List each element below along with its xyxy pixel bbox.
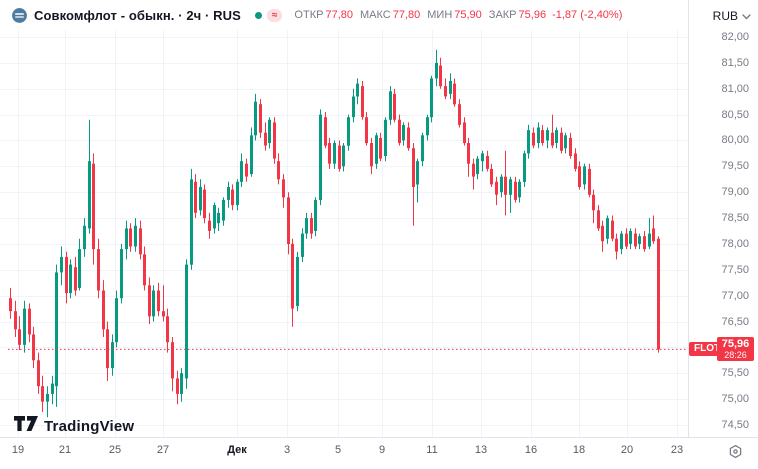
ohlc-values: ОТКР 77,80 МАКС 77,80 МИН 75,90 ЗАКР 75,…	[294, 9, 622, 21]
time-axis[interactable]: 19 21 25 27 Дек 3 5 9 11 13 16 18 20 23	[0, 438, 689, 469]
open-value: 77,80	[325, 9, 353, 21]
symbol-legend: Совкомфлот - обыкн. · 2ч · RUS ≈ ОТКР 77…	[12, 5, 622, 25]
time-axis-separator	[0, 437, 758, 438]
chevron-down-icon	[742, 7, 751, 25]
time-tick-label: 25	[108, 444, 122, 456]
time-tick-label: 27	[156, 444, 170, 456]
market-status-icon[interactable]	[254, 11, 262, 19]
symbol-title[interactable]: Совкомфлот - обыкн. · 2ч · RUS	[34, 7, 241, 23]
time-tick-label: 20	[620, 444, 634, 456]
currency-label: RUB	[712, 9, 738, 23]
time-tick-label: 5	[334, 444, 342, 456]
price-tick-label: 79,50	[721, 160, 749, 173]
price-tick-label: 82,00	[721, 31, 749, 43]
price-tick-label: 81,00	[721, 82, 749, 95]
time-tick-label: 16	[524, 444, 538, 456]
price-tick-label: 80,50	[721, 108, 749, 121]
close-value: 75,96	[518, 9, 547, 21]
tradingview-logo[interactable]: TradingView	[14, 416, 134, 436]
current-price-value: 75,96	[721, 338, 750, 351]
time-tick-label: 23	[670, 444, 684, 456]
low-value: 75,90	[454, 9, 482, 21]
bar-countdown: 28:26	[724, 350, 747, 361]
symbol-logo-icon	[12, 7, 27, 23]
high-label: МАКС	[359, 9, 391, 21]
price-tick-label: 74,50	[721, 418, 749, 431]
time-tick-label: 9	[378, 444, 386, 456]
price-tick-label: 78,00	[721, 237, 749, 250]
currency-dropdown[interactable]: RUB	[713, 7, 751, 25]
price-tick-label: 80,00	[721, 134, 749, 147]
time-tick-label: 3	[283, 444, 291, 456]
current-price-label: 75,96 28:26	[717, 337, 754, 362]
time-tick-label: 18	[572, 444, 586, 456]
tradingview-mark-icon	[14, 416, 38, 436]
price-tick-label: 79,00	[721, 186, 749, 199]
price-tick-label: 77,50	[721, 263, 749, 276]
change-value: -1,87 (-2,40%)	[552, 9, 623, 21]
price-tick-label: 76,50	[721, 315, 749, 328]
price-tick-label: 78,50	[721, 212, 749, 225]
tradingview-logo-text: TradingView	[44, 417, 135, 435]
high-value: 77,80	[392, 9, 421, 21]
close-label: ЗАКР	[488, 9, 517, 21]
time-tick-label: 21	[58, 444, 72, 456]
price-line-symbol-tag: FLOT	[689, 342, 726, 357]
time-tick-label: Дек	[227, 444, 247, 456]
time-tick-label: 13	[474, 444, 488, 456]
price-axis-separator	[688, 0, 689, 437]
price-tick-label: 75,50	[721, 367, 749, 380]
low-label: МИН	[427, 9, 453, 21]
time-tick-label: 11	[426, 444, 438, 456]
open-label: ОТКР	[294, 9, 324, 21]
time-tick-label: 19	[11, 444, 25, 456]
axis-settings-gear-icon[interactable]	[728, 444, 743, 459]
approx-data-icon[interactable]: ≈	[266, 8, 283, 22]
price-tick-label: 77,00	[721, 289, 749, 302]
price-tick-label: 75,00	[721, 393, 749, 406]
price-axis[interactable]: 82,00 81,50 81,00 80,50 80,00 79,50 79,00 78,50…	[689, 0, 758, 437]
price-tick-label: 81,50	[721, 56, 749, 69]
